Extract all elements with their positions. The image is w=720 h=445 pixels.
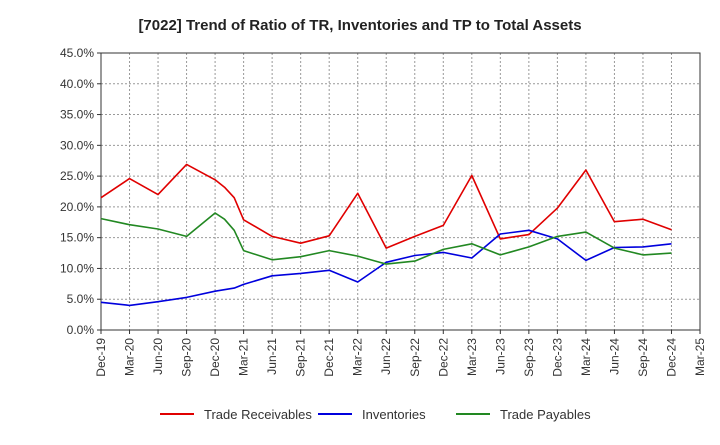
legend-label: Trade Receivables [204,407,312,422]
y-tick-label: 15.0% [60,231,94,245]
x-tick-label: Dec-22 [436,338,450,377]
x-tick-label: Jun-22 [379,338,393,375]
series-line-trade-receivables [100,163,672,249]
x-tick-label: Jun-20 [151,338,165,375]
grid-lines [101,53,700,330]
y-tick-label: 10.0% [60,261,94,275]
x-tick-label: Dec-19 [94,338,108,377]
x-tick-label: Mar-20 [123,338,137,376]
y-tick-label: 30.0% [60,138,94,152]
x-tick-label: Sep-23 [522,338,536,377]
x-tick-label: Mar-24 [579,338,593,376]
x-tick-label: Sep-21 [294,338,308,377]
series-line-trade-payables [100,212,672,265]
legend-label: Trade Payables [500,407,591,422]
legend: Trade Receivables Inventories Trade Payabl… [160,407,591,422]
x-tick-label: Sep-20 [180,338,194,377]
y-tick-label: 35.0% [60,108,94,122]
plot-area [100,52,701,331]
x-tick-label: Sep-24 [636,338,650,377]
x-tick-label: Dec-21 [322,338,336,377]
x-tick-label: Jun-23 [493,338,507,375]
x-tick-label: Jun-21 [265,338,279,375]
x-tick-label: Mar-23 [465,338,479,376]
x-tick-label: Jun-24 [607,338,621,375]
y-tick-label: 5.0% [67,292,95,306]
x-tick-label: Dec-24 [664,338,678,377]
y-tick-label: 20.0% [60,200,94,214]
y-tick-label: 40.0% [60,77,94,91]
legend-label: Inventories [362,407,426,422]
chart-title: [7022] Trend of Ratio of TR, Inventories… [138,17,581,34]
y-tick-label: 0.0% [67,323,95,337]
x-tick-label: Sep-22 [408,338,422,377]
series-line-inventories [100,229,672,307]
x-tick-label: Dec-23 [550,338,564,377]
y-tick-label: 25.0% [60,169,94,183]
x-tick-label: Mar-25 [693,338,707,376]
y-axis: 0.0% 5.0% 10.0% 15.0% 20.0% 25.0% 30.0% 35.0% 40… [60,46,101,337]
series-layer [100,163,672,307]
x-tick-label: Mar-21 [237,338,251,376]
x-tick-label: Mar-22 [351,338,365,376]
x-axis: Dec-19 Mar-20 Jun-20 Sep-20 Dec-20 Mar-21 Jun-… [94,330,707,377]
x-tick-label: Dec-20 [208,338,222,377]
y-tick-label: 45.0% [60,46,94,60]
